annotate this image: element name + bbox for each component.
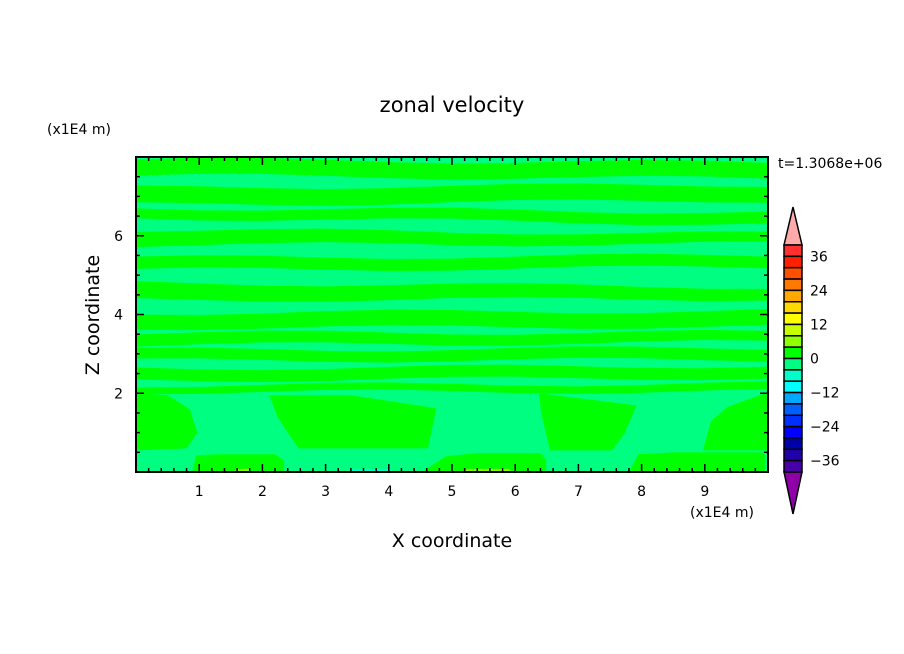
colorbar-box [783,244,803,258]
contour-band [136,207,768,226]
colorbar-box [783,403,803,416]
contour-band [136,346,768,363]
colorbar-box [783,391,803,405]
colorbar-label: 12 [810,317,828,333]
colorbar-box [783,357,803,371]
contour-band [136,364,768,383]
y-tick-label: 4 [114,308,123,324]
contour-band [136,308,768,331]
contour-region [269,395,437,449]
y-axis-label: Z coordinate [82,255,104,375]
x-tick-label: 6 [511,484,520,500]
colorbar-box [783,278,803,292]
chart-title: zonal velocity [380,93,525,117]
colorbar-box [783,346,803,360]
y-tick-label: 2 [114,386,123,402]
colorbar-box [783,448,803,462]
colorbar-label: −12 [810,386,840,402]
contour-band [136,281,768,302]
colorbar-box [783,289,803,303]
contour-region [136,393,198,451]
colorbar-label: 36 [810,249,828,265]
colorbar-box [783,335,803,348]
contour-region [702,393,768,451]
colorbar-box [783,437,803,451]
x-tick-label: 3 [321,484,330,500]
colorbar-box [783,266,803,280]
plot-area [136,157,768,472]
contour-region [628,452,765,472]
colorbar-label: −36 [810,454,840,470]
colorbar-box [783,414,803,428]
x-tick-label: 4 [384,484,393,500]
y-unit-label: (x1E4 m) [47,122,111,138]
contour-band [136,329,768,347]
contour-band [136,381,768,395]
contour-band [136,157,768,180]
colorbar-box [783,425,803,439]
colorbar-box [783,380,803,394]
colorbar-label: 24 [810,283,828,299]
colorbar-label: −24 [810,420,840,436]
axes: 1 2 3 4 5 6 7 8 9 2 4 6 [114,156,769,500]
colorbar-label: 0 [810,352,819,368]
contour-region [539,393,637,451]
contour-band [136,253,768,272]
colorbar: 36 24 12 0 −12 −24 −36 [783,206,840,515]
colorbar-box [783,312,803,326]
x-unit-label: (x1E4 m) [690,505,754,521]
x-tick-label: 1 [195,484,204,500]
contour-band [136,183,768,206]
x-tick-label: 7 [574,484,583,500]
x-tick-label: 2 [258,484,267,500]
colorbar-box [783,255,803,269]
colorbar-box [783,369,803,382]
colorbar-box [783,459,803,473]
colorbar-box [783,301,803,314]
x-axis-label: X coordinate [392,530,512,552]
y-tick-label: 6 [114,229,123,245]
x-tick-label: 5 [448,484,457,500]
colorbar-over-arrow [783,206,803,246]
contour-band [136,228,768,247]
contour-region [192,454,284,472]
colorbar-under-arrow [783,471,803,515]
x-tick-label: 9 [700,484,709,500]
time-label: t=1.3068e+06 [778,156,882,172]
x-tick-label: 8 [637,484,646,500]
colorbar-box [783,323,803,337]
